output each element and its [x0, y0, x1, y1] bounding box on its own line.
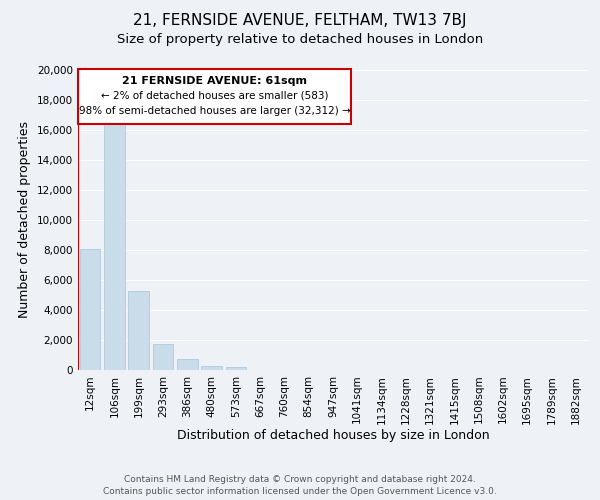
Text: Size of property relative to detached houses in London: Size of property relative to detached ho… [117, 32, 483, 46]
Text: Contains HM Land Registry data © Crown copyright and database right 2024.: Contains HM Land Registry data © Crown c… [124, 475, 476, 484]
Text: Contains public sector information licensed under the Open Government Licence v3: Contains public sector information licen… [103, 488, 497, 496]
Bar [177, 359, 197, 370]
Y-axis label: Number of detached properties: Number of detached properties [19, 122, 31, 318]
X-axis label: Distribution of detached houses by size in London: Distribution of detached houses by size … [176, 429, 490, 442]
Text: 21 FERNSIDE AVENUE: 61sqm: 21 FERNSIDE AVENUE: 61sqm [122, 76, 307, 86]
FancyBboxPatch shape [78, 68, 351, 124]
Bar [128, 290, 149, 370]
Text: ← 2% of detached houses are smaller (583): ← 2% of detached houses are smaller (583… [101, 91, 328, 101]
Bar [226, 367, 246, 370]
Text: 98% of semi-detached houses are larger (32,312) →: 98% of semi-detached houses are larger (… [79, 106, 350, 116]
Bar [80, 248, 100, 370]
Bar [104, 121, 125, 370]
Bar [152, 344, 173, 370]
Bar [201, 366, 222, 370]
Text: 21, FERNSIDE AVENUE, FELTHAM, TW13 7BJ: 21, FERNSIDE AVENUE, FELTHAM, TW13 7BJ [133, 12, 467, 28]
